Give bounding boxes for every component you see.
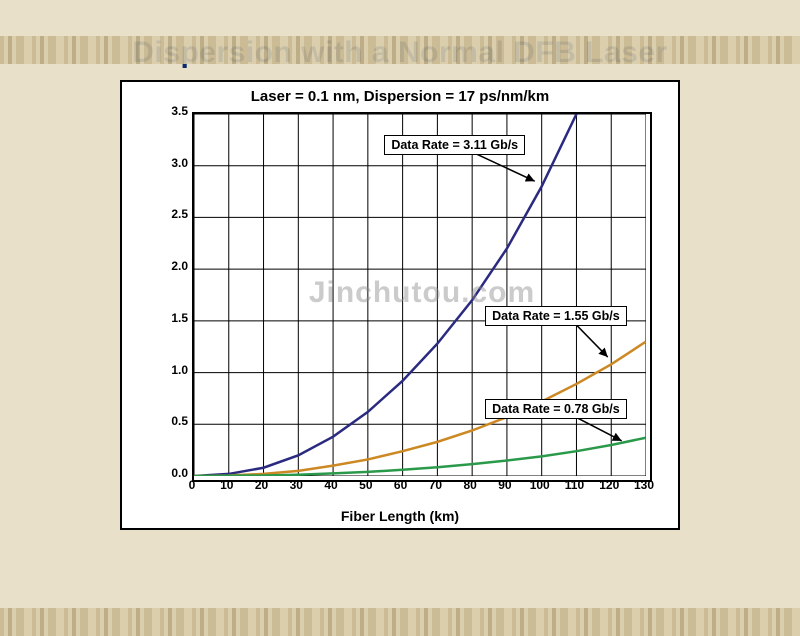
label-arrow-1 [575, 324, 608, 357]
plot-area: Jinchutou.com Data Rate = 3.11 Gb/sData … [192, 112, 652, 482]
y-tick: 0.0 [158, 466, 188, 480]
series-line-2 [194, 438, 646, 476]
x-tick: 30 [286, 478, 306, 492]
x-tick: 80 [460, 478, 480, 492]
y-tick: 0.5 [158, 414, 188, 428]
x-tick: 130 [634, 478, 654, 492]
x-tick: 110 [564, 478, 584, 492]
chart-container: Laser = 0.1 nm, Dispersion = 17 ps/nm/km… [120, 80, 680, 530]
y-tick: 2.5 [158, 207, 188, 221]
x-tick: 60 [391, 478, 411, 492]
decorative-border-bottom [0, 608, 800, 636]
y-tick: 3.0 [158, 156, 188, 170]
label-arrow-0 [474, 153, 534, 181]
chart-svg [194, 114, 646, 476]
x-axis-label: Fiber Length (km) [122, 508, 678, 524]
series-label-0: Data Rate = 3.11 Gb/s [384, 135, 525, 155]
decorative-border-top [0, 36, 800, 64]
y-tick: 1.0 [158, 363, 188, 377]
y-tick: 3.5 [158, 104, 188, 118]
label-arrow-2 [575, 417, 621, 441]
x-tick: 50 [356, 478, 376, 492]
x-tick: 70 [425, 478, 445, 492]
y-tick: 2.0 [158, 259, 188, 273]
series-label-1: Data Rate = 1.55 Gb/s [485, 306, 627, 326]
x-tick: 0 [182, 478, 202, 492]
x-tick: 40 [321, 478, 341, 492]
series-line-0 [194, 114, 576, 476]
chart-subtitle: Laser = 0.1 nm, Dispersion = 17 ps/nm/km [122, 82, 678, 105]
series-label-2: Data Rate = 0.78 Gb/s [485, 399, 627, 419]
x-tick: 120 [599, 478, 619, 492]
x-tick: 10 [217, 478, 237, 492]
x-tick: 20 [252, 478, 272, 492]
x-tick: 100 [530, 478, 550, 492]
x-tick: 90 [495, 478, 515, 492]
y-tick: 1.5 [158, 311, 188, 325]
